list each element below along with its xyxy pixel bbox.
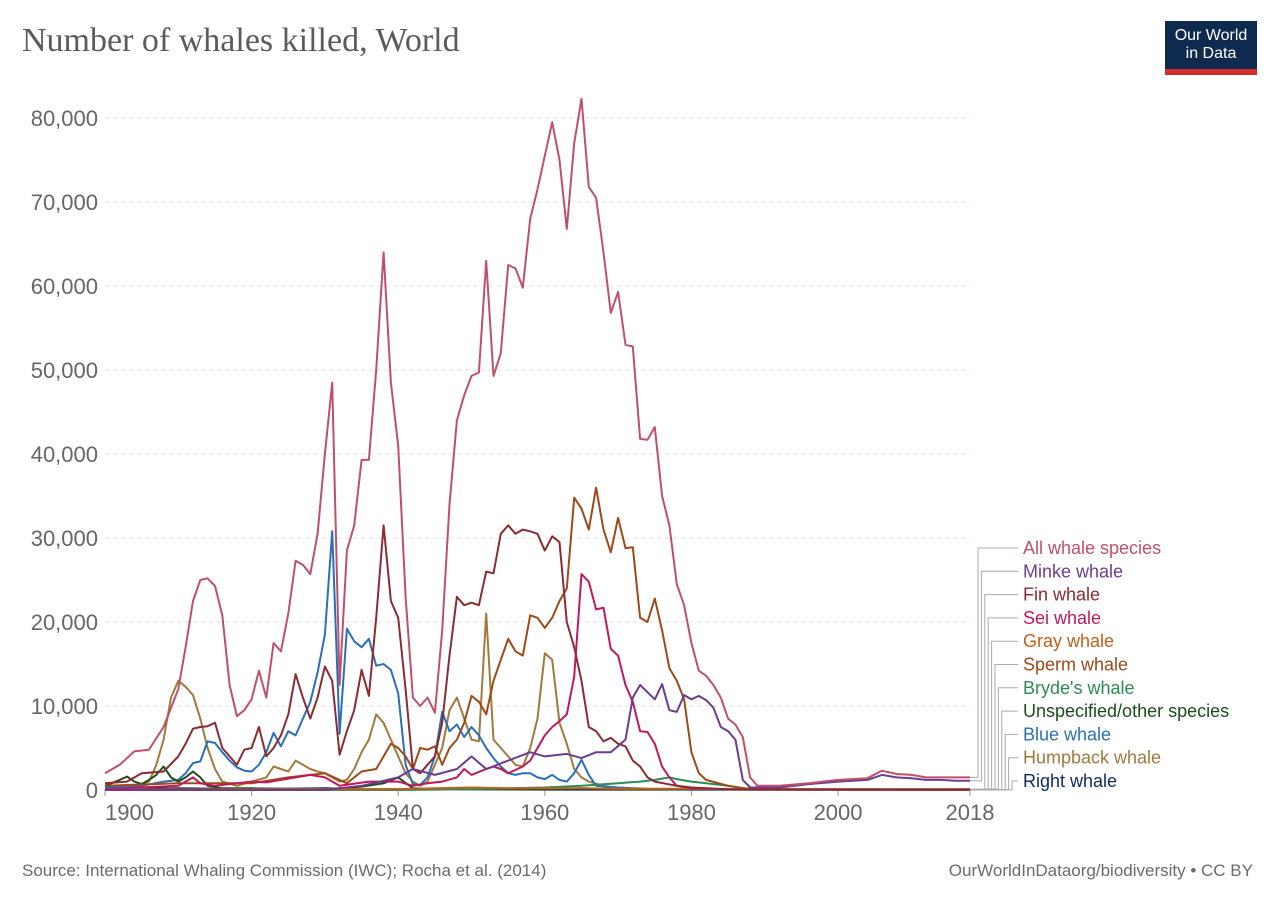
x-tick-label: 1960 [520,800,569,825]
series-line [104,573,970,791]
y-tick-label: 0 [86,778,98,803]
legend-entry: Humpback whale [1023,748,1161,768]
source-note: Source: International Whaling Commission… [22,861,547,880]
legend-connector [970,594,1018,791]
x-tick-label: 2018 [946,800,995,825]
series-line [105,683,970,791]
series-line [104,486,971,791]
x-tick-label: 1920 [227,800,276,825]
legend-entry: Sei whale [1023,608,1101,628]
legend-connector [970,733,1018,791]
x-tick-label: 1940 [374,800,423,825]
series-line [104,97,970,787]
y-tick-label: 60,000 [31,274,98,299]
legend-connectors [970,547,1018,791]
legend-entry: Minke whale [1023,561,1123,581]
legend-entry: Blue whale [1023,724,1111,744]
owid-logo[interactable]: Our World in Data [1165,21,1257,75]
legend: All whale species Minke whale Fin whale Sei… [1023,538,1229,791]
logo-line-1: Our World [1174,27,1248,44]
legend-connector [970,640,1018,790]
y-tick-label: 40,000 [31,442,98,467]
x-tick-label: 1980 [667,800,716,825]
logo-line-2: in Data [1185,45,1237,62]
legend-connector [970,570,1018,782]
legend-entry: Fin whale [1023,585,1100,605]
chart-title: Number of whales killed, World [22,22,460,59]
series-line [104,524,970,791]
x-tick-label: 2000 [814,800,863,825]
x-tick-label: 1900 [105,800,154,825]
legend-connector [970,687,1018,790]
y-tick-label: 30,000 [31,526,98,551]
y-tick-label: 70,000 [31,190,98,215]
y-tick-label: 80,000 [31,106,98,131]
credit-link[interactable]: OurWorldInDataorg/biodiversity • CC BY [948,861,1253,880]
y-tick-label: 10,000 [31,694,98,719]
gridlines [105,117,970,707]
legend-entry: Sperm whale [1023,655,1128,675]
series-lines [104,97,971,791]
logo-accent-bar [1165,69,1257,75]
x-axis: 1900 1920 1940 1960 1980 2000 2018 [104,789,995,825]
series-line [104,612,971,791]
legend-connector [970,780,1018,791]
legend-entry: Gray whale [1023,631,1114,651]
legend-connector [970,617,1018,791]
legend-connector [970,547,1018,778]
legend-entry: All whale species [1023,538,1161,558]
y-tick-label: 20,000 [31,610,98,635]
legend-connector [970,664,1018,791]
y-axis-ticks: 0 10,000 20,000 30,000 40,000 50,000 60,000 70,… [31,106,98,803]
legend-entry: Unspecified/other species [1023,701,1229,721]
legend-entry: Right whale [1023,771,1117,791]
series-line [104,530,971,791]
y-tick-label: 50,000 [31,358,98,383]
legend-entry: Bryde's whale [1023,678,1135,698]
legend-connector [970,757,1018,791]
